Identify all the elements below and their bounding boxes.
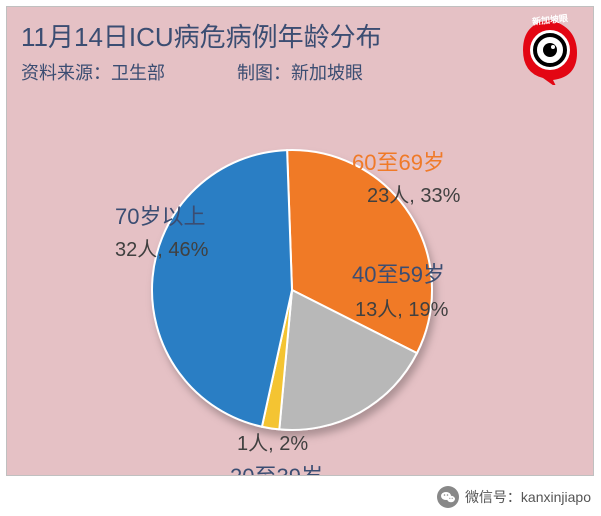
wechat-icon	[437, 486, 459, 508]
footer: 微信号：kanxinjiapo	[437, 486, 591, 508]
footer-text: 微信号：kanxinjiapo	[465, 487, 591, 507]
slice-value-age_40_59: 13人, 19%	[355, 293, 448, 322]
slice-label-age_70_plus: 70岁以上	[115, 199, 205, 231]
slice-value-age_60_69: 23人, 33%	[367, 179, 460, 208]
page: 11月14日ICU病危病例年龄分布 资料来源：卫生部 制图：新加坡眼 新加坡眼 …	[0, 0, 601, 516]
chart-card: 11月14日ICU病危病例年龄分布 资料来源：卫生部 制图：新加坡眼 新加坡眼 …	[6, 6, 594, 476]
slice-label-age_60_69: 60至69岁	[352, 145, 445, 177]
slice-label-age_20_39: 20至39岁	[230, 459, 323, 476]
slice-label-age_40_59: 40至59岁	[352, 257, 445, 289]
pie-chart	[7, 7, 594, 476]
slice-value-age_70_plus: 32人, 46%	[115, 233, 208, 262]
pie-slice-age_70_plus	[152, 150, 292, 427]
slice-value-age_20_39: 1人, 2%	[237, 427, 308, 456]
